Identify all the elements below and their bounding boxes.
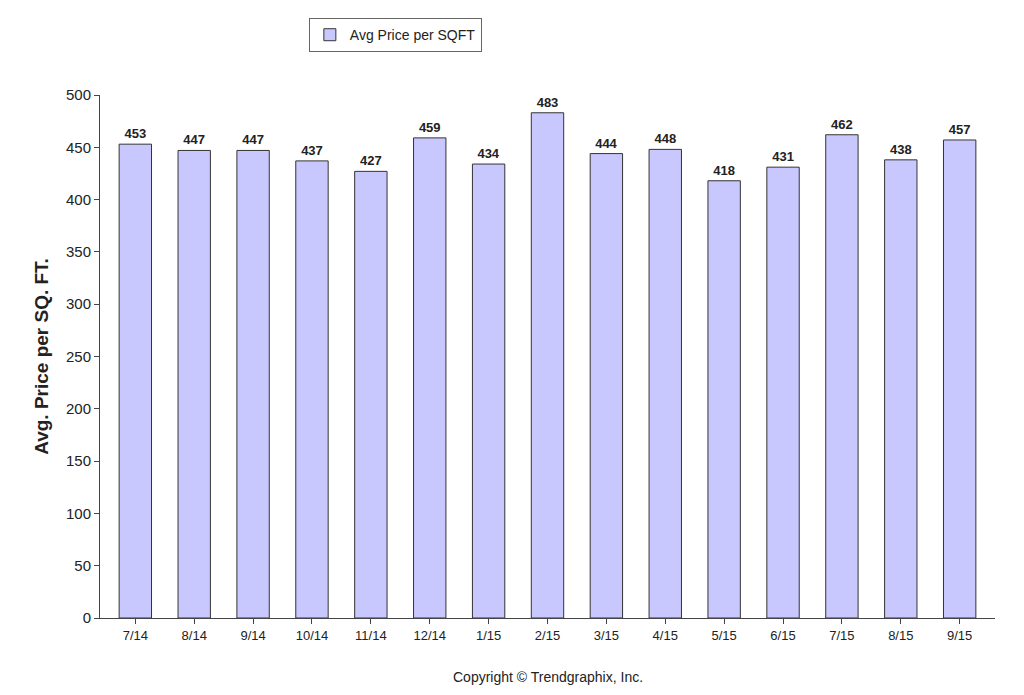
svg-text:457: 457 [949,122,971,137]
svg-text:462: 462 [831,117,853,132]
svg-text:5/15: 5/15 [711,628,736,643]
svg-text:431: 431 [772,149,794,164]
svg-text:427: 427 [360,153,382,168]
svg-text:9/14: 9/14 [240,628,265,643]
svg-text:7/15: 7/15 [829,628,854,643]
svg-text:500: 500 [66,86,91,103]
svg-text:200: 200 [66,400,91,417]
svg-text:448: 448 [654,131,676,146]
svg-text:4/15: 4/15 [653,628,678,643]
svg-text:1/15: 1/15 [476,628,501,643]
svg-text:438: 438 [890,142,912,157]
svg-text:12/14: 12/14 [413,628,446,643]
svg-text:300: 300 [66,295,91,312]
svg-text:9/15: 9/15 [947,628,972,643]
svg-text:50: 50 [74,557,91,574]
svg-text:100: 100 [66,505,91,522]
svg-text:418: 418 [713,163,735,178]
svg-text:6/15: 6/15 [770,628,795,643]
svg-text:8/14: 8/14 [182,628,207,643]
svg-text:150: 150 [66,452,91,469]
svg-text:350: 350 [66,243,91,260]
svg-text:3/15: 3/15 [594,628,619,643]
svg-text:444: 444 [595,136,617,151]
svg-text:250: 250 [66,348,91,365]
svg-text:447: 447 [183,132,205,147]
svg-text:0: 0 [83,609,91,626]
svg-text:11/14: 11/14 [355,628,387,643]
svg-text:Copyright © Trendgraphix, Inc.: Copyright © Trendgraphix, Inc. [453,669,643,685]
svg-text:450: 450 [66,139,91,156]
svg-text:Avg Price per SQFT: Avg Price per SQFT [350,27,475,43]
svg-text:10/14: 10/14 [296,628,329,643]
svg-text:2/15: 2/15 [535,628,560,643]
svg-text:459: 459 [419,120,441,135]
svg-text:7/14: 7/14 [123,628,148,643]
svg-text:437: 437 [301,143,323,158]
svg-text:483: 483 [537,95,559,110]
svg-text:400: 400 [66,191,91,208]
svg-text:434: 434 [477,146,499,161]
svg-text:8/15: 8/15 [888,628,913,643]
svg-text:Avg. Price per SQ. FT.: Avg. Price per SQ. FT. [31,258,52,455]
svg-text:453: 453 [124,126,146,141]
svg-text:447: 447 [242,132,264,147]
